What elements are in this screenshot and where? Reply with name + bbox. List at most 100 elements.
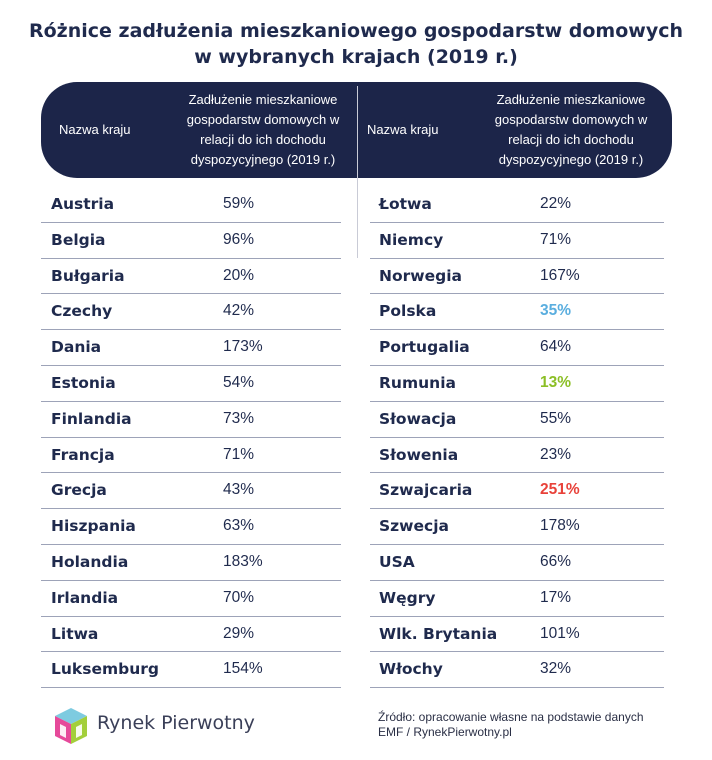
- country-name: Norwegia: [379, 266, 462, 285]
- table-row: Holandia 183%: [41, 545, 341, 581]
- country-name: Włochy: [379, 660, 443, 679]
- debt-ratio-value: 22%: [540, 195, 572, 212]
- country-name: Luksemburg: [51, 660, 159, 679]
- rynek-pierwotny-logo-icon: [55, 708, 87, 744]
- debt-ratio-value: 101%: [540, 624, 580, 642]
- header-value-left: Zadłużenie mieszkaniowe gospodarstw domo…: [186, 92, 340, 167]
- country-name: Węgry: [379, 588, 436, 607]
- table-row: USA 66%: [370, 545, 664, 581]
- country-name: Portugalia: [379, 338, 470, 357]
- table-header: Nazwa kraju Zadłużenie mieszkaniowe gosp…: [41, 82, 672, 258]
- country-name: Grecja: [51, 481, 107, 500]
- debt-ratio-value: 17%: [540, 588, 572, 606]
- country-name: Estonia: [51, 373, 116, 392]
- country-name: Hiszpania: [51, 517, 136, 536]
- source-line-2: EMF / RynekPierwotny.pl: [378, 725, 512, 739]
- debt-ratio-value: 54%: [223, 373, 255, 391]
- country-name: Polska: [379, 302, 437, 321]
- debt-ratio-value: 66%: [540, 552, 572, 570]
- debt-ratio-value: 70%: [223, 588, 255, 606]
- brand-name: Rynek Pierwotny: [97, 712, 255, 734]
- country-name: Dania: [51, 338, 102, 357]
- debt-ratio-value: 55%: [540, 409, 572, 427]
- country-name: Belgia: [51, 230, 106, 249]
- debt-ratio-value: 64%: [540, 338, 572, 356]
- table-row: Bułgaria 20%: [41, 259, 341, 295]
- table-row: Austria 59%: [41, 187, 341, 223]
- table-row: Czechy 42%: [41, 294, 341, 331]
- debt-ratio-value: 23%: [540, 445, 572, 463]
- table-right: Łotwa 22% Niemcy 71% Norwegia 167% Polska 35% Po…: [370, 187, 664, 689]
- table-row: Irlandia 70%: [41, 581, 341, 617]
- country-name: Wlk. Brytania: [379, 624, 498, 643]
- table-row: Włochy 32%: [370, 652, 664, 689]
- country-name: Finlandia: [51, 409, 132, 428]
- table-row: Finlandia 73%: [41, 402, 341, 438]
- debt-ratio-value: 20%: [223, 266, 255, 284]
- table-row: Litwa 29%: [41, 617, 341, 653]
- country-name: Rumunia: [379, 373, 456, 392]
- table-row: Łotwa 22%: [370, 187, 664, 223]
- debt-ratio-value: 73%: [223, 409, 255, 427]
- debt-ratio-value: 154%: [223, 660, 263, 678]
- country-name: Szwecja: [379, 517, 449, 536]
- table-row: Norwegia 167%: [370, 259, 664, 295]
- debt-ratio-value: 178%: [540, 517, 580, 535]
- table-row: Wlk. Brytania 101%: [370, 617, 664, 653]
- country-name: Łotwa: [379, 195, 432, 213]
- debt-ratio-value: 71%: [540, 230, 572, 248]
- debt-ratio-value: 71%: [223, 445, 255, 463]
- country-name: Czechy: [51, 302, 113, 321]
- country-name: Szwajcaria: [379, 481, 473, 500]
- table-row: Rumunia 13%: [370, 366, 664, 402]
- debt-ratio-value: 167%: [540, 266, 580, 284]
- table-row: Grecja 43%: [41, 473, 341, 510]
- debt-ratio-value: 42%: [223, 302, 255, 320]
- table-row: Hiszpania 63%: [41, 509, 341, 545]
- page-title: Różnice zadłużenia mieszkaniowego gospod…: [0, 18, 712, 70]
- debt-ratio-value: 13%: [540, 373, 572, 391]
- table-row: Słowenia 23%: [370, 438, 664, 474]
- debt-ratio-value: 173%: [223, 338, 263, 356]
- debt-ratio-value: 32%: [540, 660, 572, 678]
- header-value-right: Zadłużenie mieszkaniowe gospodarstw domo…: [494, 92, 648, 167]
- debt-ratio-value: 43%: [223, 481, 255, 499]
- table-row: Dania 173%: [41, 330, 341, 366]
- table-row: Belgia 96%: [41, 223, 341, 259]
- country-name: Bułgaria: [51, 266, 125, 285]
- table-row: Estonia 54%: [41, 366, 341, 402]
- country-name: Francja: [51, 445, 115, 464]
- debt-ratio-value: 251%: [540, 481, 580, 499]
- header-country-left: Nazwa kraju: [59, 122, 131, 137]
- table-row: Szwajcaria 251%: [370, 473, 664, 510]
- title-line-1: Różnice zadłużenia mieszkaniowego gospod…: [28, 20, 684, 42]
- country-name: Niemcy: [379, 230, 444, 249]
- source-note: Źródło: opracowanie własne na podstawie …: [378, 710, 678, 740]
- table-row: Szwecja 178%: [370, 509, 664, 545]
- source-line-1: Źródło: opracowanie własne na podstawie …: [378, 710, 644, 724]
- table-row: Słowacja 55%: [370, 402, 664, 438]
- country-name: Słowacja: [379, 409, 457, 428]
- column-divider: [357, 86, 358, 258]
- table-row: Portugalia 64%: [370, 330, 664, 366]
- table-row: Luksemburg 154%: [41, 652, 341, 689]
- table-row: Polska 35%: [370, 294, 664, 331]
- country-name: Słowenia: [379, 445, 459, 464]
- debt-ratio-value: 35%: [540, 302, 572, 320]
- header-country-right: Nazwa kraju: [367, 122, 439, 137]
- debt-ratio-value: 63%: [223, 517, 255, 535]
- country-name: USA: [379, 552, 415, 571]
- country-name: Irlandia: [51, 588, 119, 607]
- title-line-2: w wybranych krajach (2019 r.): [194, 46, 518, 68]
- debt-ratio-value: 96%: [223, 230, 255, 248]
- debt-ratio-value: 29%: [223, 624, 255, 642]
- table-row: Węgry 17%: [370, 581, 664, 617]
- country-name: Litwa: [51, 624, 99, 643]
- debt-ratio-value: 183%: [223, 552, 263, 570]
- country-name: Austria: [51, 195, 115, 213]
- country-name: Holandia: [51, 552, 129, 571]
- table-left: Austria 59% Belgia 96% Bułgaria 20% Czechy 42% D…: [41, 187, 341, 689]
- debt-ratio-value: 59%: [223, 195, 255, 212]
- table-row: Francja 71%: [41, 438, 341, 474]
- table-row: Niemcy 71%: [370, 223, 664, 259]
